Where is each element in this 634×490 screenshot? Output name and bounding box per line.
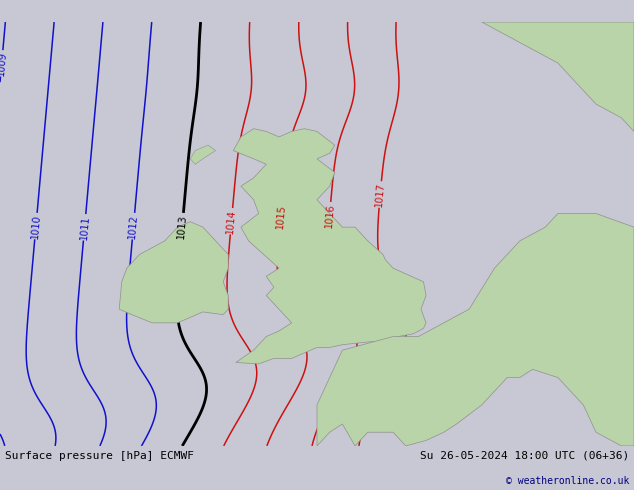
Polygon shape xyxy=(233,129,426,364)
Text: Su 26-05-2024 18:00 UTC (06+36): Su 26-05-2024 18:00 UTC (06+36) xyxy=(420,451,629,461)
Text: 1013: 1013 xyxy=(176,214,188,239)
Polygon shape xyxy=(317,214,634,446)
Text: 1012: 1012 xyxy=(127,214,139,239)
Text: © weatheronline.co.uk: © weatheronline.co.uk xyxy=(505,476,629,486)
Text: 1015: 1015 xyxy=(275,204,287,229)
Text: 1014: 1014 xyxy=(226,209,238,234)
Text: 1017: 1017 xyxy=(374,182,386,207)
Polygon shape xyxy=(119,221,228,323)
Polygon shape xyxy=(482,22,634,131)
Text: 1016: 1016 xyxy=(323,202,335,228)
Text: 1009: 1009 xyxy=(0,50,8,76)
Text: 1010: 1010 xyxy=(30,214,42,239)
Polygon shape xyxy=(190,145,216,164)
Text: Surface pressure [hPa] ECMWF: Surface pressure [hPa] ECMWF xyxy=(5,451,194,461)
Text: 1011: 1011 xyxy=(79,215,91,240)
